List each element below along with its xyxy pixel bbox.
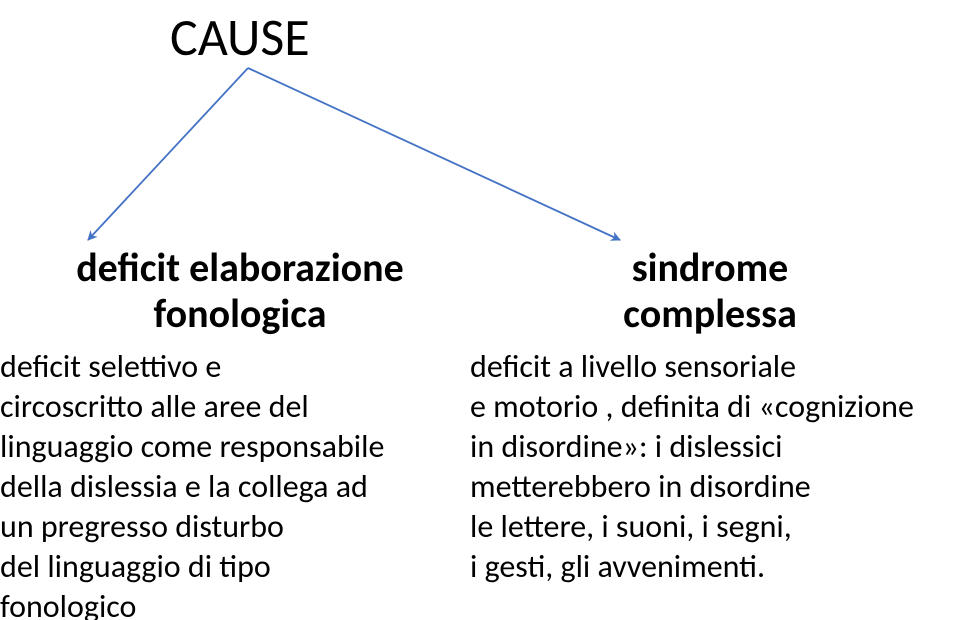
left-heading-line2: fonologica [154, 289, 327, 338]
right-body-line: le lettere, i suoni, i segni, [470, 507, 950, 547]
right-body-line: in disordine»: i dislessici [470, 427, 950, 467]
branch-arrows [0, 0, 960, 260]
left-body-line: della dislessia e la collega ad [0, 467, 480, 507]
arrow-right [248, 68, 620, 240]
right-body-line: e motorio , definita di «cognizione [470, 387, 950, 427]
left-body-line: deficit selettivo e [0, 347, 480, 387]
left-body-line: del linguaggio di tipo [0, 547, 480, 587]
right-heading-line1: sindrome [632, 243, 789, 292]
left-body-line: linguaggio come responsabile [0, 427, 480, 467]
left-body-line: fonologico [0, 587, 480, 620]
right-heading-line2: complessa [623, 289, 797, 338]
right-body-line: metterebbero in disordine [470, 467, 950, 507]
left-body-line: circoscritto alle aree del [0, 387, 480, 427]
left-heading-line1: deficit elaborazione [76, 243, 404, 292]
right-body-line: i gesti, gli avvenimenti. [470, 547, 950, 587]
left-column: deficit elaborazione fonologica deficit … [0, 245, 480, 620]
left-body-line: un pregresso disturbo [0, 507, 480, 547]
arrow-left [88, 68, 248, 240]
right-body-line: deficit a livello sensoriale [470, 347, 950, 387]
left-heading: deficit elaborazione fonologica [0, 245, 480, 337]
right-column: sindrome complessa deficit a livello sen… [470, 245, 950, 587]
right-heading: sindrome complessa [470, 245, 950, 337]
